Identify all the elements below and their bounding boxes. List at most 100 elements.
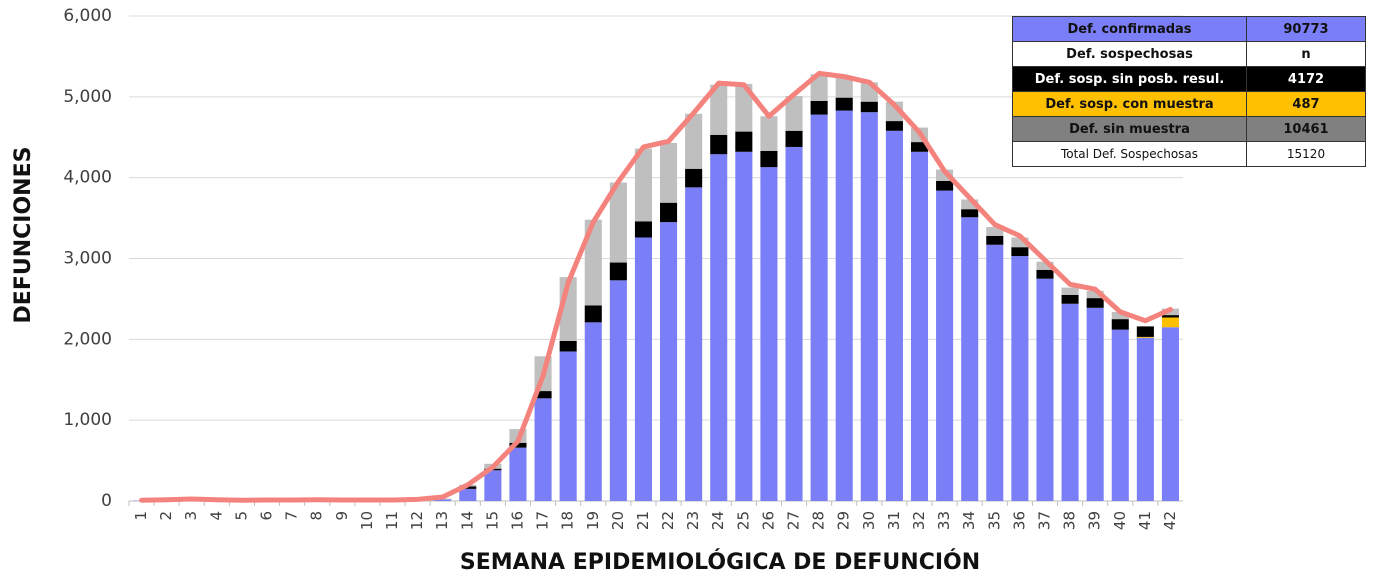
x-tick-label: 27 — [785, 511, 803, 530]
bar-segment — [961, 209, 979, 218]
bar-segment — [459, 488, 477, 501]
bar-segment — [860, 101, 878, 113]
bar-segment — [1161, 317, 1179, 328]
x-tick-label: 29 — [835, 511, 853, 530]
x-tick-label: 40 — [1111, 511, 1129, 530]
x-tick-label: 3 — [182, 511, 200, 521]
bar-segment — [1136, 336, 1154, 338]
x-tick-label: 33 — [935, 511, 953, 530]
bar-segment — [634, 221, 652, 238]
bar-segment — [810, 114, 828, 501]
bar-segment — [509, 447, 527, 501]
x-tick-label: 2 — [157, 511, 175, 521]
x-tick-label: 14 — [458, 511, 476, 530]
x-tick-label: 32 — [910, 511, 928, 530]
bar-segment — [1111, 329, 1129, 501]
bar-segment — [660, 142, 678, 203]
bar-segment — [1011, 247, 1029, 257]
bar-segment — [559, 351, 577, 501]
bar-segment — [1161, 315, 1179, 318]
x-tick-label: 21 — [634, 511, 652, 530]
bar-segment — [710, 84, 728, 135]
bar-segment — [1061, 294, 1079, 304]
bar-segment — [1111, 311, 1129, 320]
x-tick-label: 10 — [358, 511, 376, 530]
bar-segment — [509, 442, 527, 448]
y-axis-title: DEFUNCIONES — [11, 147, 36, 324]
bar-segment — [710, 154, 728, 501]
bar-segment — [1161, 327, 1179, 501]
x-tick-label: 9 — [333, 511, 351, 521]
x-tick-label: 1 — [132, 511, 150, 521]
bar-segment — [785, 96, 803, 131]
bar-segment — [1136, 326, 1154, 337]
bar-segment — [936, 169, 954, 181]
x-tick-label: 38 — [1061, 511, 1079, 530]
bar-segment — [760, 150, 778, 168]
bar-segment — [785, 130, 803, 147]
x-tick-label: 37 — [1035, 511, 1053, 530]
x-tick-label: 13 — [433, 511, 451, 530]
x-axis-title: SEMANA EPIDEMIOLÓGICA DE DEFUNCIÓN — [460, 549, 980, 575]
bar-segment — [685, 187, 703, 501]
x-tick-label: 4 — [207, 511, 225, 521]
bar-segment — [609, 280, 627, 501]
bar-segment — [459, 486, 477, 489]
y-tick-label: 4,000 — [63, 168, 112, 188]
bar-segment — [1111, 319, 1129, 330]
line — [139, 70, 1173, 503]
bar-segment — [1086, 298, 1104, 308]
bar-segment — [835, 77, 853, 98]
bar-segment — [986, 235, 1004, 245]
bar-segment — [936, 190, 954, 501]
x-tick-label: 5 — [232, 511, 250, 521]
bar-segment — [735, 83, 753, 132]
bar-segment — [685, 113, 703, 169]
y-tick-label: 3,000 — [63, 249, 112, 269]
bar-segment — [534, 398, 552, 501]
x-tick-label: 19 — [584, 511, 602, 530]
x-tick-label: 42 — [1161, 511, 1179, 530]
bar-segment — [986, 226, 1004, 236]
bar-segment — [1036, 278, 1054, 501]
bar-segment — [434, 499, 452, 501]
table-label: Total Def. Sospechosas — [1012, 141, 1247, 167]
bar-segment — [1036, 269, 1054, 279]
bar-segment — [559, 340, 577, 352]
y-tick-label: 6,000 — [63, 6, 112, 26]
y-tick-label: 2,000 — [63, 329, 112, 349]
x-tick-label: 8 — [308, 511, 326, 521]
x-tick-label: 18 — [559, 511, 577, 530]
bar-segment — [910, 151, 929, 502]
x-tick-label: 25 — [734, 511, 752, 530]
legend-label: Def. confirmadas — [1012, 16, 1247, 42]
bar-segment — [810, 74, 828, 101]
table-label: Def. sospechosas — [1012, 41, 1247, 67]
bar-segment — [735, 151, 753, 502]
bar-segment — [760, 167, 778, 502]
legend-value: 90773 — [1246, 16, 1366, 42]
bar-segment — [634, 148, 652, 222]
x-tick-label: 24 — [709, 511, 727, 530]
bar-segment — [860, 112, 878, 502]
table-value: n — [1246, 41, 1366, 67]
bar-segment — [1136, 337, 1154, 501]
x-tick-label: 30 — [860, 511, 878, 530]
bar-segment — [685, 168, 703, 188]
x-tick-label: 7 — [283, 511, 301, 521]
bar-segment — [961, 199, 979, 210]
legend-value: 487 — [1246, 91, 1366, 117]
bar-segment — [584, 305, 602, 323]
bar-segment — [584, 219, 602, 306]
x-tick-label: 31 — [885, 511, 903, 530]
table-value: 15120 — [1246, 141, 1366, 167]
y-tick-label: 1,000 — [63, 410, 112, 430]
legend-label: Def. sosp. sin posb. resul. — [1012, 66, 1247, 92]
bar-segment — [810, 100, 828, 115]
bar-segment — [634, 237, 652, 501]
legend-label: Def. sin muestra — [1012, 116, 1247, 142]
bar-segment — [710, 134, 728, 155]
x-tick-label: 20 — [609, 511, 627, 530]
x-tick-label: 39 — [1086, 511, 1104, 530]
